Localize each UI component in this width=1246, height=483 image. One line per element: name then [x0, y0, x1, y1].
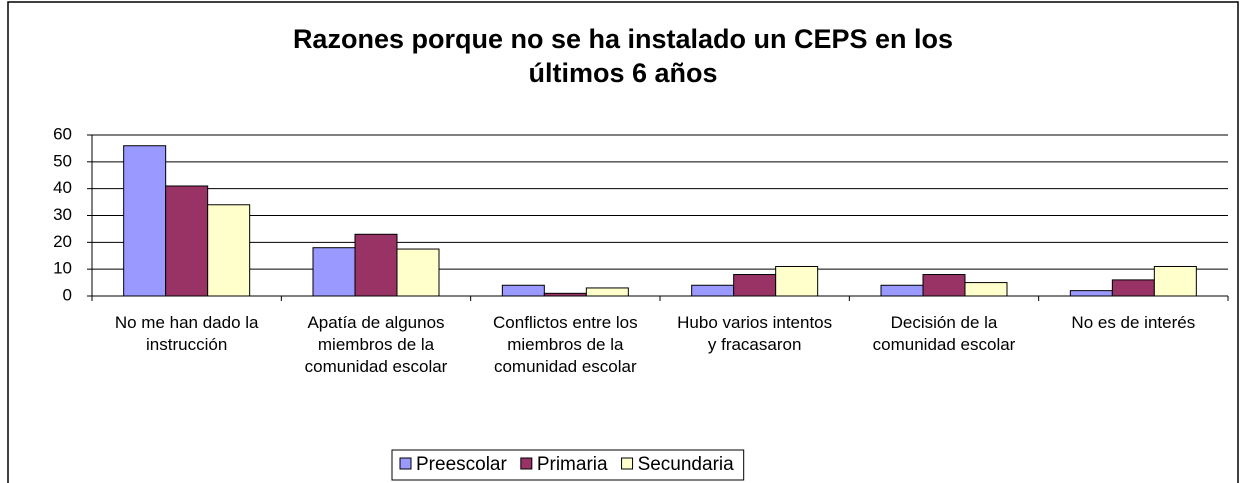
x-label-box: Conflictos entre los miembros de la comu… [493, 313, 638, 376]
bar [165, 185, 209, 297]
bar [1111, 279, 1155, 297]
x-tick-label: Hubo varios intentos y fracasaron [677, 313, 833, 354]
bar [691, 284, 735, 297]
y-tick-label: 40 [53, 178, 72, 197]
bar [880, 284, 924, 297]
legend: Preescolar Primaria Secundaria [391, 449, 745, 481]
y-tick-label: 0 [63, 285, 72, 304]
y-tick-label: 20 [53, 232, 72, 251]
y-tick-label: 60 [53, 124, 72, 143]
bar [964, 282, 1008, 297]
x-tick-label: Conflictos entre los miembros de la comu… [493, 313, 638, 376]
legend-label: Primaria [537, 454, 608, 475]
x-tick-label: Apatía de algunos miembros de la comunid… [304, 313, 448, 376]
bar [501, 284, 545, 297]
bar [207, 204, 251, 297]
x-tick-label: No me han dado la instrucción [114, 313, 259, 354]
x-label-box: Apatía de algunos miembros de la comunid… [304, 313, 448, 376]
legend-swatch [621, 457, 634, 470]
x-label-box: No me han dado la instrucción [114, 313, 259, 354]
bar [775, 265, 819, 297]
y-tick-label: 30 [53, 205, 72, 224]
x-label-box: No es de interés [1071, 313, 1196, 332]
legend-box [391, 449, 745, 481]
x-label-box: Hubo varios intentos y fracasaron [677, 313, 833, 354]
bar [354, 233, 398, 297]
bar [123, 145, 167, 297]
bar [312, 247, 356, 297]
legend-label: Preescolar [416, 454, 507, 475]
bar [396, 248, 440, 297]
title-box: Razones porque no se ha instalado un CEP… [292, 24, 954, 88]
bar [733, 274, 777, 297]
x-tick-label: Decisión de la comunidad escolar [872, 313, 1016, 354]
legend-swatch [399, 457, 412, 470]
x-tick-label: No es de interés [1071, 313, 1196, 332]
bar [1069, 290, 1113, 297]
bar [1153, 265, 1197, 297]
y-tick-label: 10 [53, 259, 72, 278]
y-tick-label: 50 [53, 151, 72, 170]
x-label-box: Decisión de la comunidad escolar [872, 313, 1016, 354]
legend-label: Secundaria [638, 454, 735, 475]
legend-swatch [520, 457, 533, 470]
chart-title: Razones porque no se ha instalado un CEP… [292, 24, 954, 88]
bar [922, 274, 966, 297]
bar [585, 287, 629, 297]
